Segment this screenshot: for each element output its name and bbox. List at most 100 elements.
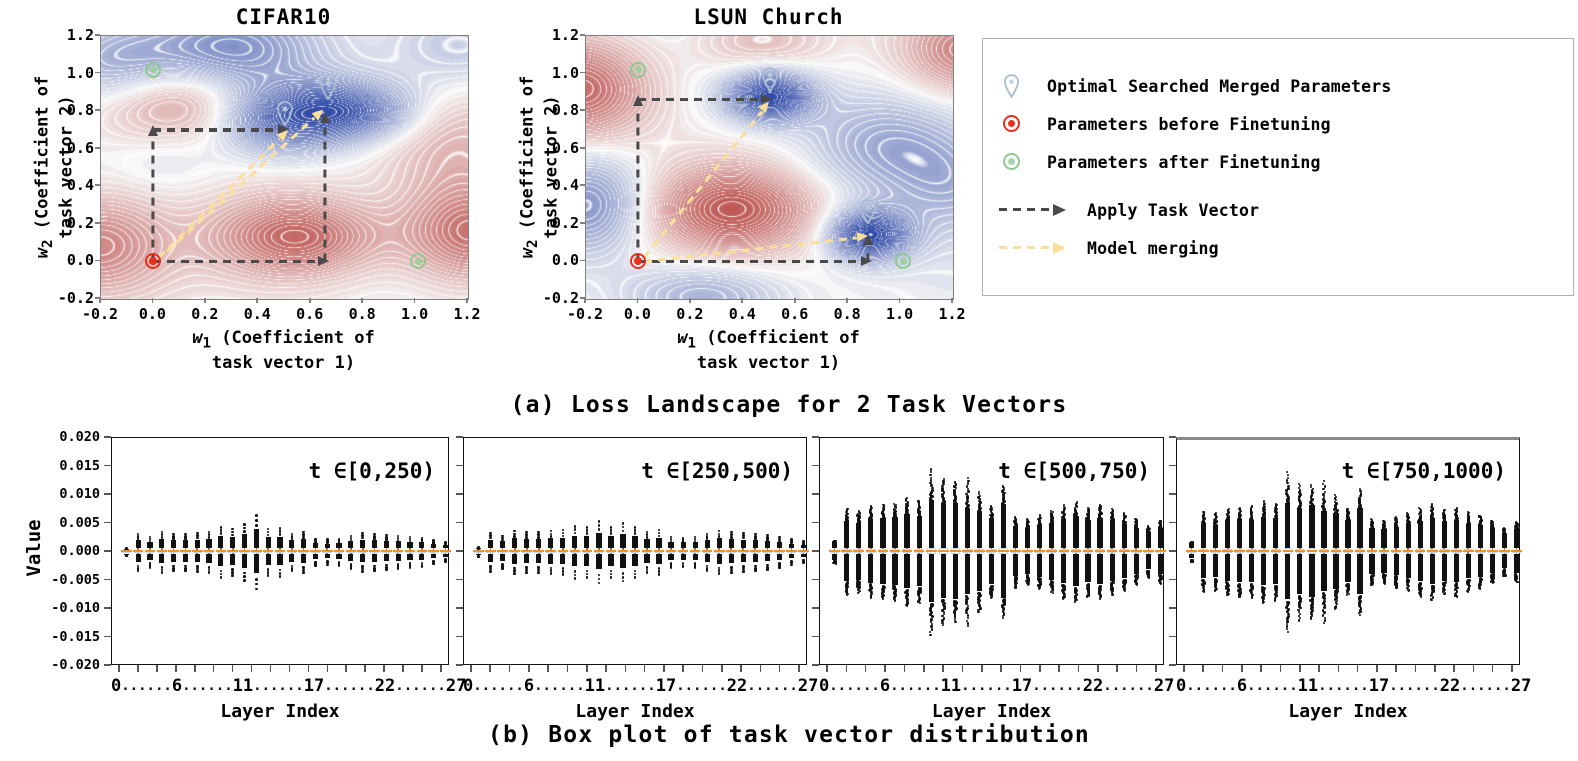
boxplot-outlier-2-13-4 bbox=[991, 514, 995, 518]
boxplot-outlier-2-20-8 bbox=[1073, 507, 1077, 510]
boxplot-outlier-neg-2-8-12 bbox=[929, 630, 932, 634]
boxplot-outlier-neg-0-15-0 bbox=[302, 565, 305, 569]
boxplot-ytick-0-3: 0.005 bbox=[59, 514, 100, 531]
boxplot-outlier-2-7-13 bbox=[917, 499, 920, 502]
boxplot-xtickmark-0-10 bbox=[307, 665, 310, 672]
boxplot-outlier-neg-2-12-9 bbox=[978, 604, 981, 607]
boxplot-outlier-neg-3-11-13 bbox=[1322, 622, 1325, 625]
boxplot-outlier-neg-0-11-1 bbox=[255, 582, 258, 586]
boxplot-xtickmark-1-14 bbox=[740, 665, 742, 672]
boxplot-xtickmark-3-7 bbox=[1318, 665, 1320, 672]
boxplot-outlier-1-3-0 bbox=[513, 535, 516, 538]
boxplot-median-3-4 bbox=[1234, 549, 1246, 553]
boxplot-outlier-1-9-0 bbox=[585, 532, 589, 536]
contour-title-1: LSUN Church bbox=[693, 5, 844, 29]
boxplot-median-1-25 bbox=[774, 549, 785, 553]
boxplot-outlier-neg-1-22-1 bbox=[741, 567, 745, 571]
boxplot-outlier-neg-3-6-8 bbox=[1262, 595, 1265, 598]
boxplot-outlier-0-4-1 bbox=[172, 535, 175, 538]
boxplot-xtickmark-0-14 bbox=[383, 665, 385, 672]
boxplot-outlier-2-10-2 bbox=[953, 499, 957, 503]
boxplot-outlier-neg-2-12-10 bbox=[978, 605, 982, 609]
boxplot-outlier-neg-2-6-7 bbox=[905, 596, 909, 600]
boxplot-outlier-2-0-13 bbox=[832, 539, 836, 542]
contour-xtickmark-0-5 bbox=[361, 298, 363, 303]
boxplot-ytickmark-1-1 bbox=[456, 464, 463, 467]
boxplot-outlier-neg-2-8-7 bbox=[929, 617, 933, 621]
boxplot-xtick-dots-1-3: ...... bbox=[676, 678, 727, 694]
boxplot-median-3-0 bbox=[1186, 549, 1197, 553]
boxplot-xlabel-0: Layer Index bbox=[220, 701, 340, 722]
boxplot-xtickmark-0-16 bbox=[421, 665, 423, 672]
boxplot-outlier-neg-1-15-2 bbox=[657, 573, 661, 576]
boxplot-outlier-0-10-0 bbox=[243, 530, 246, 533]
boxplot-outlier-neg-3-12-8 bbox=[1335, 599, 1339, 603]
boxplot-outlier-2-11-8 bbox=[966, 490, 970, 493]
contour-ytick-0-4: 0.4 bbox=[66, 176, 94, 195]
contour-xtick-0-3: 0.4 bbox=[243, 305, 271, 323]
boxplot-outlier-2-18-10 bbox=[1050, 513, 1054, 516]
boxplot-outlier-neg-0-13-2 bbox=[278, 575, 282, 578]
boxplot-outlier-0-17-2 bbox=[325, 538, 329, 542]
boxplot-xtickmark-1-6 bbox=[585, 665, 588, 672]
boxplot-outlier-0-1-2 bbox=[136, 532, 140, 536]
boxplot-outlier-neg-3-3-13 bbox=[1226, 593, 1229, 596]
boxplot-outlier-neg-3-8-13 bbox=[1287, 630, 1290, 633]
boxplot-outlier-neg-2-15-13 bbox=[1014, 586, 1017, 589]
boxplot-outlier-3-21-10 bbox=[1442, 512, 1445, 515]
boxplot-outlier-neg-3-15-11 bbox=[1370, 582, 1373, 585]
boxplot-outlier-2-9-11 bbox=[942, 482, 945, 485]
boxplot-xtick-dots-0-2: ...... bbox=[253, 678, 304, 694]
boxplot-outlier-neg-3-11-10 bbox=[1321, 614, 1325, 617]
boxplot-ytick-0-7: -0.015 bbox=[51, 628, 100, 645]
boxplot-outlier-1-5-1 bbox=[537, 533, 541, 536]
boxplot-outlier-neg-2-10-11 bbox=[953, 616, 957, 620]
boxplot-median-1-21 bbox=[725, 549, 737, 553]
boxplot-outlier-neg-2-4-11 bbox=[881, 595, 884, 598]
loss-landscape-section: CIFAR10 -0.2 0.0 0.2 0.4 0.6 0.8 1.0 1.2 1.2 1.0 0.… bbox=[0, 0, 980, 390]
boxplot-outlier-2-8-5 bbox=[930, 488, 934, 492]
optimal-merged-pin-0-0 bbox=[276, 100, 294, 127]
boxplot-outlier-3-17-13 bbox=[1394, 515, 1397, 518]
boxplot-outlier-2-1-9 bbox=[846, 512, 849, 516]
boxplot-outlier-neg-3-10-12 bbox=[1309, 616, 1313, 619]
boxplot-outlier-neg-3-3-4 bbox=[1226, 584, 1230, 588]
boxplot-ylabel-0: Value bbox=[23, 519, 45, 577]
boxplot-outlier-1-22-0 bbox=[741, 536, 745, 540]
boxplot-outlier-3-2-13 bbox=[1215, 512, 1218, 515]
boxplot-outlier-1-12-0 bbox=[621, 529, 625, 533]
boxplot-outlier-2-14-11 bbox=[1002, 488, 1005, 492]
boxplot-outlier-3-11-5 bbox=[1323, 500, 1327, 504]
boxplot-outlier-3-19-11 bbox=[1419, 509, 1422, 512]
contour-xtickmark-1-2 bbox=[689, 298, 691, 303]
boxplot-outlier-neg-1-12-1 bbox=[621, 576, 625, 579]
boxplot-xtickmark-3-17 bbox=[1511, 665, 1513, 672]
boxplot-outlier-neg-1-2-0 bbox=[501, 563, 504, 566]
boxplot-outlier-3-1-11 bbox=[1203, 513, 1206, 516]
boxplot-outlier-neg-3-10-4 bbox=[1311, 602, 1315, 606]
boxplot-outlier-2-21-10 bbox=[1087, 509, 1090, 513]
boxplot-median-2-4 bbox=[877, 549, 889, 553]
boxplot-outlier-neg-3-14-10 bbox=[1358, 608, 1362, 612]
boxplot-ytickmark-3-1 bbox=[1169, 464, 1176, 467]
boxplot-outlier-neg-2-22-11 bbox=[1099, 595, 1103, 598]
boxplot-outlier-neg-1-13-0 bbox=[633, 569, 637, 573]
boxplot-outlier-2-11-10 bbox=[965, 485, 969, 488]
before-finetuning-dot-1-0 bbox=[634, 257, 643, 266]
boxplot-outlier-neg-1-16-1 bbox=[669, 564, 673, 567]
boxplot-outlier-3-8-10 bbox=[1285, 479, 1289, 482]
boxplot-outlier-3-5-10 bbox=[1249, 509, 1253, 512]
boxplot-section: t ∈[0,250) 0.020 0.015 0.010 0.005 0.000 -0.00… bbox=[0, 425, 1578, 725]
boxplot-ytickmark-1-8 bbox=[456, 664, 463, 666]
boxplot-outlier-neg-2-14-11 bbox=[1002, 613, 1006, 616]
boxplot-outlier-3-8-11 bbox=[1287, 476, 1290, 480]
boxplot-outlier-3-18-12 bbox=[1406, 513, 1409, 516]
boxplot-outlier-neg-3-12-1 bbox=[1333, 590, 1337, 594]
boxplot-outlier-1-23-2 bbox=[753, 532, 757, 536]
boxplot-median-2-19 bbox=[1058, 549, 1070, 553]
boxplot-outlier-2-11-4 bbox=[965, 499, 969, 503]
boxplot-outlier-neg-0-18-0 bbox=[337, 560, 341, 564]
boxplot-median-0-6 bbox=[192, 549, 203, 553]
boxplot-outlier-neg-1-20-1 bbox=[717, 569, 721, 573]
boxplot-outlier-0-10-2 bbox=[243, 523, 246, 526]
